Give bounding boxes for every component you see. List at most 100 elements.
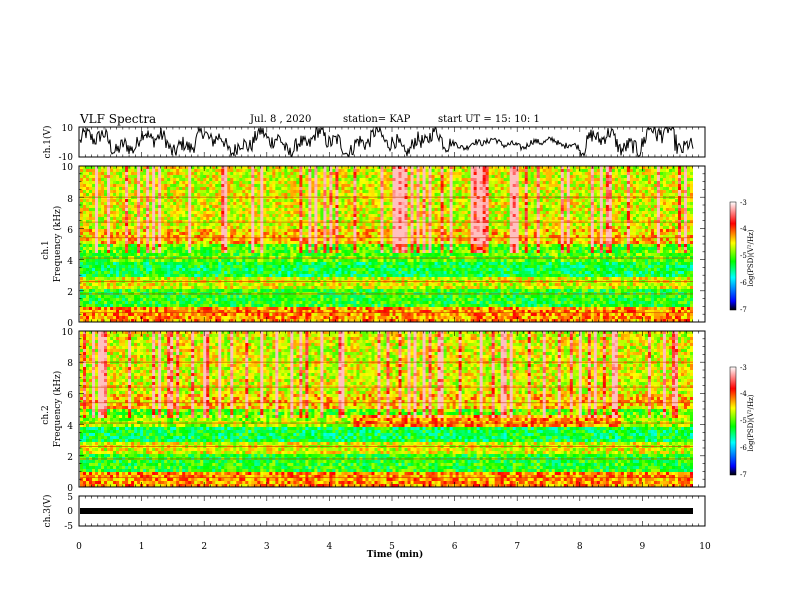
spectrogram-cell: [215, 232, 219, 236]
spectrogram-cell: [638, 223, 643, 227]
spectrogram-cell: [524, 190, 529, 194]
spectrogram-cell: [284, 193, 288, 197]
spectrogram-cell: [690, 211, 694, 215]
spectrogram-cell: [239, 190, 243, 194]
spectrogram-cell: [341, 181, 345, 185]
spectrogram-cell: [563, 211, 568, 215]
spectrogram-cell: [623, 199, 628, 203]
spectrogram-cell: [467, 205, 472, 209]
spectrogram-cell: [554, 181, 559, 185]
spectrogram-cell: [92, 199, 96, 203]
spectrogram-cell: [596, 199, 601, 203]
spectrogram-cell: [671, 175, 676, 179]
spectrogram-cell: [632, 232, 637, 236]
spectrogram-cell: [530, 181, 535, 185]
spectrogram-cell: [260, 172, 264, 176]
spectrogram-cell: [389, 211, 393, 215]
spectrogram-cell: [302, 196, 306, 200]
spectrogram-cell: [209, 166, 213, 170]
spectrogram-cell: [311, 223, 315, 227]
spectrogram-cell: [659, 214, 664, 218]
spectrogram-cell: [419, 175, 423, 179]
spectrogram-cell: [629, 172, 634, 176]
spectrogram-cell: [326, 211, 330, 215]
spectrogram-cell: [152, 232, 156, 236]
spectrogram-cell: [686, 181, 691, 185]
spectrogram-cell: [599, 205, 604, 209]
spectrogram-cell: [473, 193, 478, 197]
spectrogram-cell: [224, 229, 228, 233]
spectrogram-cell: [674, 217, 679, 221]
spectrogram-cell: [113, 175, 117, 179]
spectrogram-cell: [476, 166, 481, 170]
spectrogram-cell: [149, 184, 153, 188]
spectrogram-cell: [629, 232, 634, 236]
spectrogram-cell: [131, 181, 135, 185]
spectrogram-cell: [452, 208, 457, 212]
spectrogram-cell: [575, 175, 580, 179]
spectrogram-cell: [356, 220, 360, 224]
spectrogram-cell: [434, 232, 438, 236]
spectrogram-cell: [218, 202, 222, 206]
spectrogram-cell: [137, 196, 141, 200]
spectrogram-cell: [470, 196, 475, 200]
spectrogram-cell: [245, 199, 249, 203]
spectrogram-cell: [263, 214, 267, 218]
spectrogram-cell: [197, 187, 201, 191]
spectrogram-cell: [131, 232, 135, 236]
spectrogram-cell: [116, 178, 120, 182]
spectrogram-cell: [206, 190, 210, 194]
spectrogram-cell: [116, 226, 120, 230]
spectrogram-cell: [665, 169, 670, 173]
spectrogram-cell: [677, 196, 682, 200]
spectrogram-cell: [122, 232, 126, 236]
spectrogram-cell: [512, 178, 517, 182]
spectrogram-cell: [236, 193, 240, 197]
spectrogram-cell: [632, 196, 637, 200]
spectrogram-cell: [518, 175, 523, 179]
spectrogram-cell: [326, 166, 330, 170]
spectrogram-cell: [374, 220, 378, 224]
spectrogram-cell: [200, 187, 204, 191]
spectrogram-cell: [422, 178, 426, 182]
spectrogram-cell: [551, 175, 556, 179]
spectrogram-cell: [236, 226, 240, 230]
spectrogram-cell: [611, 205, 616, 209]
spectrogram-cell: [131, 190, 135, 194]
spectrogram-cell: [341, 205, 345, 209]
spectrogram-cell: [239, 193, 243, 197]
spectrogram-cell: [560, 205, 565, 209]
spectrogram-cell: [260, 166, 264, 170]
spectrogram-cell: [620, 217, 625, 221]
spectrogram-cell: [449, 175, 453, 179]
spectrogram-cell: [524, 205, 529, 209]
spectrogram-cell: [446, 208, 450, 212]
spectrogram-cell: [371, 208, 375, 212]
spectrogram-cell: [569, 187, 574, 191]
spectrogram-cell: [383, 178, 387, 182]
spectrogram-cell: [383, 232, 387, 236]
spectrogram-cell: [437, 193, 441, 197]
spectrogram-cell: [290, 229, 294, 233]
spectrogram-cell: [371, 172, 375, 176]
spectrogram-cell: [578, 208, 583, 212]
spectrogram-cell: [320, 223, 324, 227]
spectrogram-cell: [671, 169, 676, 173]
spectrogram-cell: [125, 214, 129, 218]
spectrogram-cell: [170, 223, 174, 227]
spectrogram-cell: [527, 178, 532, 182]
spectrogram-cell: [371, 214, 375, 218]
spectrogram-cell: [638, 214, 643, 218]
spectrogram-cell: [530, 223, 535, 227]
spectrogram-cell: [401, 211, 405, 215]
spectrogram-cell: [632, 214, 637, 218]
spectrogram-cell: [227, 187, 231, 191]
spectrogram-cell: [128, 226, 132, 230]
spectrogram-cell: [92, 220, 96, 224]
spectrogram-cell: [209, 205, 213, 209]
spectrogram-cell: [383, 190, 387, 194]
spectrogram-cell: [647, 187, 652, 191]
spectrogram-cell: [137, 205, 141, 209]
spectrogram-cell: [197, 166, 201, 170]
spectrogram-cell: [422, 166, 426, 170]
